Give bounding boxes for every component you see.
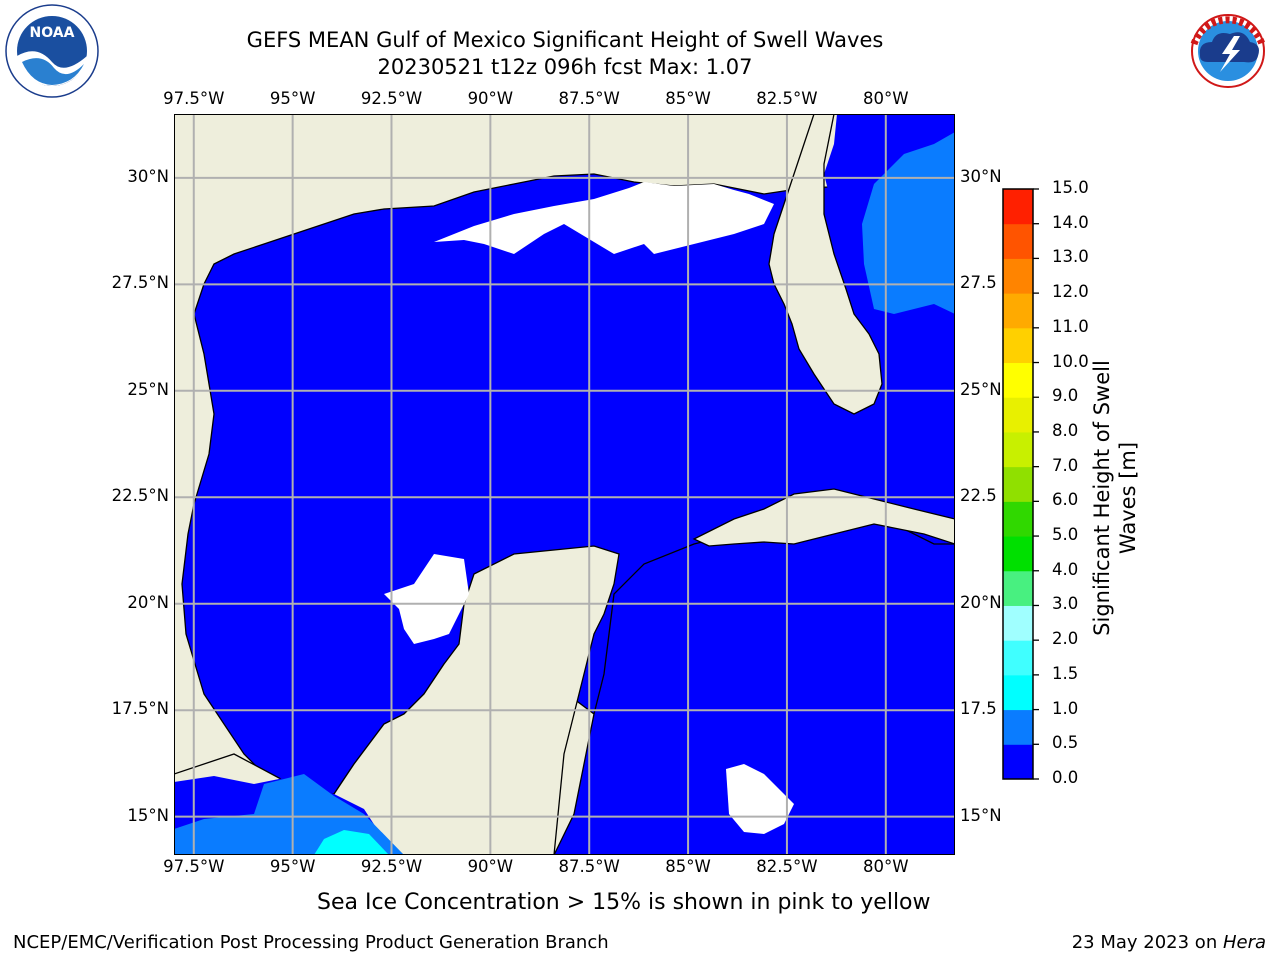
lon-tick-top: 82.5°W: [756, 89, 818, 108]
lon-tick-top: 92.5°W: [360, 89, 423, 108]
colorbar-segment: [1003, 466, 1033, 502]
colorbar-tick-label: 8.0: [1052, 420, 1079, 440]
colorbar-tick-label: 2.0: [1052, 629, 1079, 649]
gulf-of-mexico-map: [174, 114, 955, 855]
colorbar-tick-label: 6.0: [1052, 490, 1079, 510]
colorbar-segment: [1003, 605, 1033, 641]
footer-branch: NCEP/EMC/Verification Post Processing Pr…: [13, 932, 609, 953]
colorbar-segment: [1003, 397, 1033, 433]
colorbar-segment: [1003, 501, 1033, 537]
nws-logo: [1182, 5, 1274, 97]
colorbar-tick-label: 11.0: [1052, 316, 1089, 336]
colorbar-tick-label: 14.0: [1052, 212, 1089, 232]
lon-tick-bottom: 85°W: [665, 857, 711, 876]
lat-tick-left: 22.5°N: [111, 486, 169, 506]
colorbar-segment: [1003, 674, 1033, 711]
colorbar: [1002, 188, 1039, 780]
sea-ice-note: Sea Ice Concentration > 15% is shown in …: [317, 890, 931, 915]
lat-tick-right: 22.5: [960, 486, 997, 506]
colorbar-tick-label: 12.0: [1052, 282, 1089, 302]
lat-tick-right: 25°N: [960, 379, 1002, 399]
colorbar-tick-label: 5.0: [1052, 525, 1079, 545]
colorbar-segment: [1003, 293, 1033, 329]
lon-tick-top: 87.5°W: [558, 89, 620, 108]
colorbar-tick-label: 4.0: [1052, 559, 1079, 579]
lat-tick-right: 30°N: [960, 166, 1002, 186]
colorbar-segment: [1003, 327, 1033, 364]
colorbar-frame: [1002, 188, 1034, 780]
map-gridlines: [174, 114, 955, 855]
colorbar-segment: [1003, 709, 1033, 745]
lon-tick-top: 85°W: [665, 89, 711, 108]
lon-tick-bottom: 80°W: [863, 857, 909, 876]
noaa-logo: NOAA: [5, 4, 99, 98]
lat-tick-left: 15°N: [127, 805, 169, 825]
colorbar-label: Significant Height of Swell Waves [m]: [1090, 360, 1140, 636]
colorbar-segment: [1003, 431, 1033, 468]
lon-tick-top: 90°W: [467, 89, 514, 108]
cuba-island: [692, 488, 955, 547]
colorbar-segment: [1003, 570, 1033, 606]
colorbar-segment: [1003, 536, 1033, 572]
lon-tick-bottom: 90°W: [467, 857, 514, 876]
colorbar-segment: [1003, 189, 1033, 225]
lon-tick-bottom: 95°W: [269, 857, 316, 876]
footer-date-text: 23 May 2023 on: [1071, 932, 1223, 953]
lon-tick-bottom: 97.5°W: [163, 857, 225, 876]
lat-tick-right: 15°N: [960, 805, 1002, 825]
colorbar-segment: [1003, 640, 1033, 676]
colorbar-tick-label: 1.0: [1052, 698, 1079, 718]
florida-peninsula: [768, 114, 883, 415]
colorbar-segment: [1003, 362, 1033, 398]
colorbar-segment: [1003, 223, 1033, 259]
map-frame: [174, 114, 955, 855]
lat-tick-right: 27.5: [960, 273, 997, 293]
lat-tick-left: 25°N: [127, 379, 169, 399]
lat-tick-left: 20°N: [127, 592, 169, 612]
lat-tick-right: 20°N: [960, 592, 1002, 612]
lon-tick-top: 97.5°W: [163, 89, 225, 108]
lon-tick-top: 95°W: [269, 89, 316, 108]
lat-tick-right: 17.5: [960, 699, 997, 719]
lon-tick-bottom: 82.5°W: [756, 857, 818, 876]
missing-data-bay-of-campeche: [384, 554, 469, 644]
footer-host: Hera: [1222, 932, 1266, 953]
colorbar-segment: [1003, 258, 1033, 294]
colorbar-tick-label: 3.0: [1052, 594, 1079, 614]
chart-title-line2: 20230521 t12z 096h fcst Max: 1.07: [377, 55, 753, 79]
yucatan-land: [174, 545, 620, 855]
colorbar-tick-label: 15.0: [1052, 178, 1089, 197]
pacific-swell-peak: [314, 830, 389, 855]
colorbar-tick-label: 0.0: [1052, 768, 1079, 787]
lat-tick-left: 27.5°N: [111, 273, 169, 293]
colorbar-tick-label: 7.0: [1052, 455, 1079, 475]
colorbar-tick-label: 0.5: [1052, 733, 1079, 753]
colorbar-tick-label: 13.0: [1052, 247, 1089, 267]
footer-date: 23 May 2023 on Hera: [1072, 932, 1266, 953]
lon-tick-bottom: 92.5°W: [360, 857, 423, 876]
colorbar-tick-label: 9.0: [1052, 386, 1079, 406]
colorbar-segment: [1003, 744, 1033, 780]
chart-title-line1: GEFS MEAN Gulf of Mexico Significant Hei…: [246, 28, 884, 52]
colorbar-tick-label: 10.0: [1052, 351, 1089, 371]
lat-tick-left: 30°N: [127, 166, 169, 186]
colorbar-tick-label: 1.5: [1052, 663, 1079, 683]
svg-text:NOAA: NOAA: [30, 25, 75, 41]
lat-tick-left: 17.5°N: [111, 699, 169, 719]
lon-tick-top: 80°W: [863, 89, 909, 108]
lon-tick-bottom: 87.5°W: [558, 857, 620, 876]
